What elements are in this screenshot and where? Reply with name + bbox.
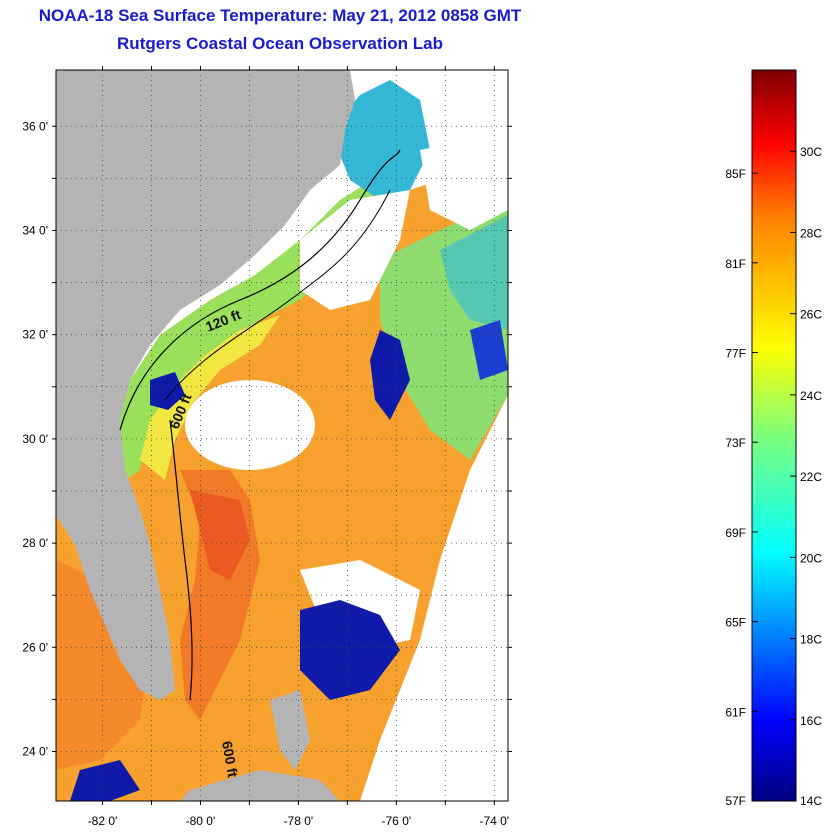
land-us-coast	[56, 70, 355, 700]
colorbar-f-label: 61F	[725, 705, 746, 719]
map-subtitle: Rutgers Coastal Ocean Observation Lab	[117, 34, 443, 53]
contour-600ft	[169, 419, 193, 701]
contour-shelf	[164, 189, 391, 401]
colorbar-c-label: 20C	[800, 551, 822, 565]
colorbar-c-label: 24C	[800, 389, 822, 403]
colorbar-c-label: 16C	[800, 714, 822, 728]
cloud-south-east	[360, 560, 508, 801]
lon-tick-label: -80 0'	[186, 814, 216, 828]
colorbar-f-label: 65F	[725, 616, 746, 630]
colorbar-fahrenheit-ticks: 85F 81F 77F 73F 69F 65F 61F 57F	[725, 167, 758, 808]
cloud-large	[185, 380, 315, 470]
land-cuba	[180, 770, 340, 801]
colorbar-c-label: 26C	[800, 308, 822, 322]
sst-yellow-band	[140, 315, 280, 480]
lat-tick-label: 30 0'	[22, 432, 48, 446]
map-grid	[56, 70, 508, 801]
contour-label-600ft-south: 600 ft	[219, 740, 241, 779]
lat-tick-label: 26 0'	[22, 640, 48, 654]
sst-cold-patch-1	[300, 600, 400, 700]
colorbar-c-label: 22C	[800, 470, 822, 484]
lon-tick-label: -74 0'	[479, 814, 509, 828]
lon-tick-label: -78 0'	[284, 814, 314, 828]
colorbar-c-label: 14C	[800, 794, 822, 808]
colorbar	[751, 69, 797, 802]
cloud-east	[420, 140, 508, 230]
lat-tick-label: 32 0'	[22, 328, 48, 342]
lat-tick-label: 36 0'	[22, 119, 48, 133]
map-title: NOAA-18 Sea Surface Temperature: May 21,…	[38, 6, 522, 25]
sst-cold-patch-2	[370, 330, 410, 420]
colorbar-f-label: 85F	[725, 167, 746, 181]
colorbar-f-label: 81F	[725, 257, 746, 271]
sst-cold-patch-5	[470, 320, 508, 380]
sst-cold-patch-4	[70, 760, 140, 801]
lat-tick-label: 28 0'	[22, 536, 48, 550]
colorbar-c-label: 18C	[800, 633, 822, 647]
colorbar-f-label: 73F	[725, 436, 746, 450]
sst-field	[56, 70, 508, 801]
latitude-axis: 36 0' 34 0' 32 0' 30 0' 28 0' 26 0' 24 0'	[22, 119, 512, 759]
longitude-axis: -82 0' -80 0' -78 0' -76 0' -74 0'	[88, 66, 509, 828]
land-bahamas	[270, 690, 310, 770]
lat-tick-label: 34 0'	[22, 223, 48, 237]
contour-120ft	[119, 149, 401, 431]
lat-tick-label: 24 0'	[22, 745, 48, 759]
colorbar-c-label: 30C	[800, 145, 822, 159]
cloud-north	[300, 190, 410, 310]
sst-cold-patch-3	[150, 372, 185, 410]
sst-gulf-stream-core	[190, 490, 250, 580]
lon-tick-label: -76 0'	[382, 814, 412, 828]
colorbar-f-label: 57F	[725, 794, 746, 808]
sst-north-shelf	[330, 80, 430, 200]
colorbar-celsius-ticks: 30C 28C 26C 24C 22C 20C 18C 16C 14C	[790, 145, 822, 808]
lon-tick-label: -82 0'	[88, 814, 118, 828]
colorbar-c-label: 28C	[800, 226, 822, 240]
map-frame	[55, 69, 509, 802]
sst-offshore-teal	[440, 215, 508, 330]
colorbar-f-label: 69F	[725, 526, 746, 540]
colorbar-f-label: 77F	[725, 347, 746, 361]
